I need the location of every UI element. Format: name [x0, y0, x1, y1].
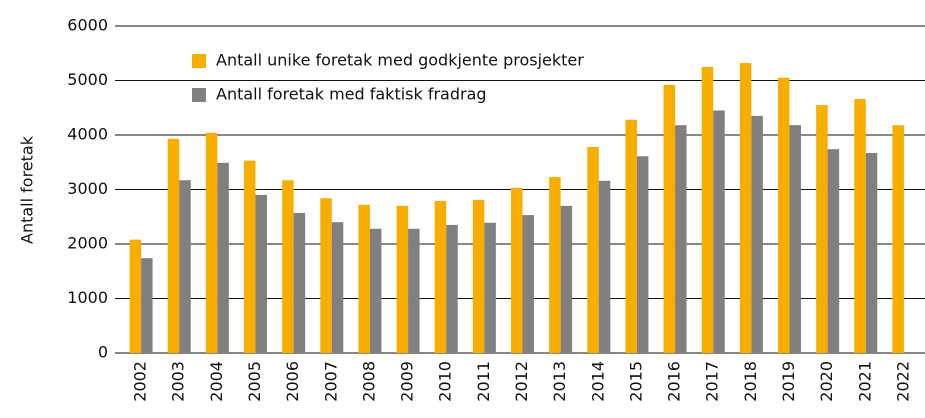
x-tick-label: 2009 — [398, 361, 417, 402]
x-tick-label: 2022 — [893, 361, 912, 402]
bar — [320, 198, 332, 353]
y-axis-label: Antall foretak — [18, 135, 37, 244]
bar — [205, 132, 218, 353]
bar — [129, 239, 142, 353]
bar — [625, 119, 637, 354]
bar — [854, 99, 866, 353]
bar — [636, 156, 649, 353]
bar — [434, 200, 447, 353]
x-tick-label: 2011 — [474, 361, 493, 402]
bar — [587, 146, 599, 353]
bar — [827, 149, 840, 353]
x-tick-label: 2007 — [321, 361, 340, 402]
bar — [331, 222, 344, 353]
x-tick-label: 2005 — [245, 361, 264, 402]
x-tick-label: 2018 — [741, 361, 760, 402]
x-tick-label: 2021 — [855, 361, 874, 402]
bar — [484, 222, 496, 353]
bar — [663, 84, 676, 354]
y-tick-label: 1000 — [67, 288, 108, 307]
bar — [244, 160, 256, 353]
legend-label: Antall unike foretak med godkjente prosj… — [216, 51, 584, 70]
bar — [179, 180, 191, 353]
x-tick-label: 2004 — [207, 361, 226, 402]
bar — [816, 105, 828, 354]
legend-swatch — [192, 88, 206, 102]
bar — [282, 180, 294, 353]
x-tick-label: 2017 — [703, 361, 722, 402]
x-tick-label: 2013 — [550, 361, 569, 402]
y-tick-label: 4000 — [67, 125, 108, 144]
bar — [408, 228, 420, 353]
bar — [560, 205, 573, 353]
bar — [141, 258, 153, 353]
bar — [396, 205, 409, 353]
y-tick-label: 3000 — [67, 179, 108, 198]
bar — [865, 152, 878, 353]
x-tick-label: 2019 — [779, 361, 798, 402]
bar — [472, 199, 485, 353]
bar — [892, 125, 904, 353]
y-tick-label: 5000 — [67, 70, 108, 89]
x-tick-label: 2014 — [588, 361, 607, 402]
bar — [446, 224, 458, 353]
bar — [675, 125, 687, 353]
x-tick-label: 2012 — [512, 361, 531, 402]
y-tick-label: 2000 — [67, 234, 108, 253]
x-tick-label: 2016 — [665, 361, 684, 402]
bar — [369, 228, 382, 353]
x-tick-label: 2008 — [359, 361, 378, 402]
legend-swatch — [192, 54, 206, 68]
bar — [549, 176, 561, 353]
legend-label: Antall foretak med faktisk fradrag — [216, 85, 487, 104]
bar — [713, 110, 725, 353]
x-tick-label: 2010 — [436, 361, 455, 402]
bar — [778, 77, 790, 354]
y-tick-label: 0 — [98, 343, 108, 362]
bar — [293, 212, 306, 353]
bar — [255, 194, 267, 353]
bar — [167, 138, 180, 353]
bar — [511, 187, 523, 353]
bar — [598, 180, 611, 353]
bar — [701, 66, 714, 353]
x-tick-label: 2015 — [626, 361, 645, 402]
y-tick-label: 6000 — [67, 16, 108, 35]
bar — [358, 204, 370, 353]
bar — [739, 63, 752, 354]
x-tick-label: 2006 — [283, 361, 302, 402]
bar — [522, 215, 534, 353]
bar — [751, 115, 763, 353]
x-tick-label: 2020 — [817, 361, 836, 402]
bar — [789, 125, 801, 353]
x-tick-label: 2003 — [169, 361, 188, 402]
x-tick-label: 2002 — [131, 361, 150, 402]
bar — [217, 162, 229, 353]
